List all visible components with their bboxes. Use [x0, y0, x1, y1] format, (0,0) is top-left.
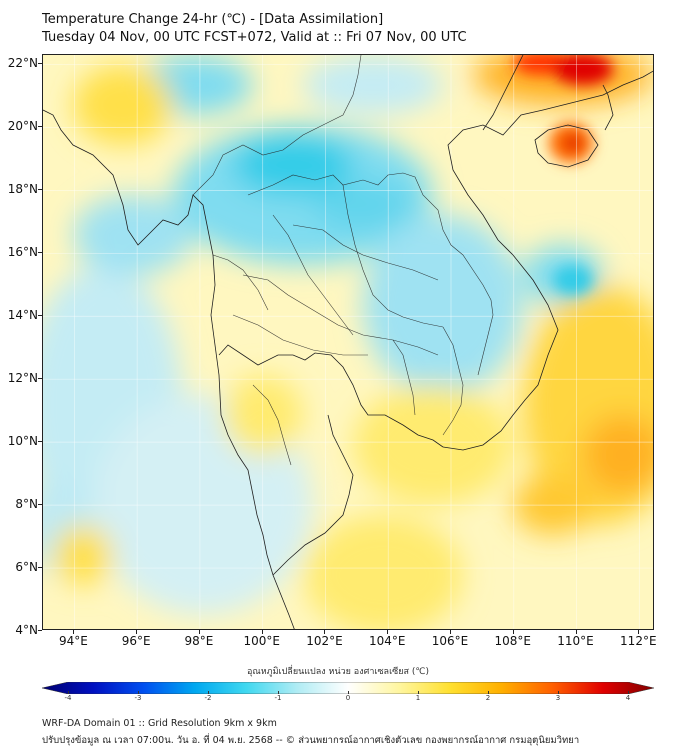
footer-credit: ปรับปรุงข้อมูล ณ เวลา 07:00น. วัน อ. ที่… [42, 735, 580, 746]
colorbar-tick-label: -3 [134, 694, 142, 702]
lon-tick [387, 630, 389, 634]
lat-label: 4°N [15, 623, 38, 637]
lat-label: 6°N [15, 560, 38, 575]
lon-label: 94°E [58, 634, 88, 648]
lat-tick [38, 126, 42, 128]
colorbar-tick [348, 691, 349, 694]
lon-label: 102°E [306, 634, 343, 648]
lat-label: 20°N [7, 119, 38, 134]
map-title: Temperature Change 24-hr (℃) - [Data Ass… [42, 12, 384, 27]
lat-tick [38, 504, 42, 506]
lat-tick [38, 441, 42, 443]
colorbar-tick [418, 691, 419, 694]
lat-label: 8°N [15, 497, 38, 512]
colorbar-tick-label: 0 [345, 694, 351, 702]
lon-label: 112°E [620, 634, 657, 648]
map-subtitle: Tuesday 04 Nov, 00 UTC FCST+072, Valid a… [42, 30, 467, 45]
lat-label: 10°N [7, 434, 38, 449]
colorbar-tick-label: 4 [625, 694, 631, 702]
lon-tick [324, 630, 326, 634]
colorbar-tick-label: 2 [485, 694, 491, 702]
lon-tick [136, 630, 138, 634]
colorbar-tick [208, 691, 209, 694]
colorbar-tick [488, 691, 489, 694]
graticule [43, 55, 653, 629]
colorbar-tick-label: -1 [274, 694, 282, 702]
lat-label: 18°N [7, 182, 38, 197]
colorbar-tick-label: -4 [64, 694, 72, 702]
colorbar-tick [628, 691, 629, 694]
colorbar-tick [68, 691, 69, 694]
map-panel[interactable] [42, 54, 654, 630]
lat-label: 16°N [7, 245, 38, 260]
lon-label: 108°E [494, 634, 532, 648]
lat-label: 12°N [7, 371, 38, 386]
lon-label: 110°E [557, 634, 594, 648]
lon-label: 98°E [184, 634, 214, 648]
colorbar-tick [278, 691, 279, 694]
colorbar [41, 679, 655, 695]
lon-tick [198, 630, 200, 634]
lat-tick [38, 315, 42, 317]
lat-tick [38, 630, 42, 631]
lat-tick [38, 378, 42, 380]
footer-model-info: WRF-DA Domain 01 :: Grid Resolution 9km … [42, 718, 277, 729]
hotspots [513, 55, 613, 295]
lat-tick [38, 567, 42, 569]
lat-tick [38, 252, 42, 254]
lon-label: 96°E [121, 634, 151, 648]
lon-tick [575, 630, 577, 634]
lon-tick [73, 630, 75, 634]
lat-label: 14°N [7, 308, 38, 323]
lon-tick [450, 630, 451, 634]
colorbar-label: อุณหภูมิเปลี่ยนแปลง หน่วย องศาเซลเซียส (… [246, 667, 430, 677]
lon-tick [512, 630, 514, 634]
lat-tick [38, 189, 42, 191]
lon-label: 104°E [368, 634, 406, 648]
temperature-map [43, 55, 653, 629]
colorbar-tick-label: -2 [204, 694, 212, 702]
lat-label: 22°N [7, 56, 38, 71]
lon-tick [261, 630, 263, 634]
colorbar-tick-label: 1 [415, 694, 421, 702]
lon-tick [638, 630, 640, 634]
lon-label: 100°E [243, 634, 280, 648]
lat-tick [38, 63, 42, 65]
lon-label: 106°E [431, 634, 469, 648]
colorbar-tick-label: 3 [555, 694, 561, 702]
colorbar-tick [138, 691, 139, 694]
colorbar-tick [558, 691, 559, 694]
borders [192, 55, 494, 466]
